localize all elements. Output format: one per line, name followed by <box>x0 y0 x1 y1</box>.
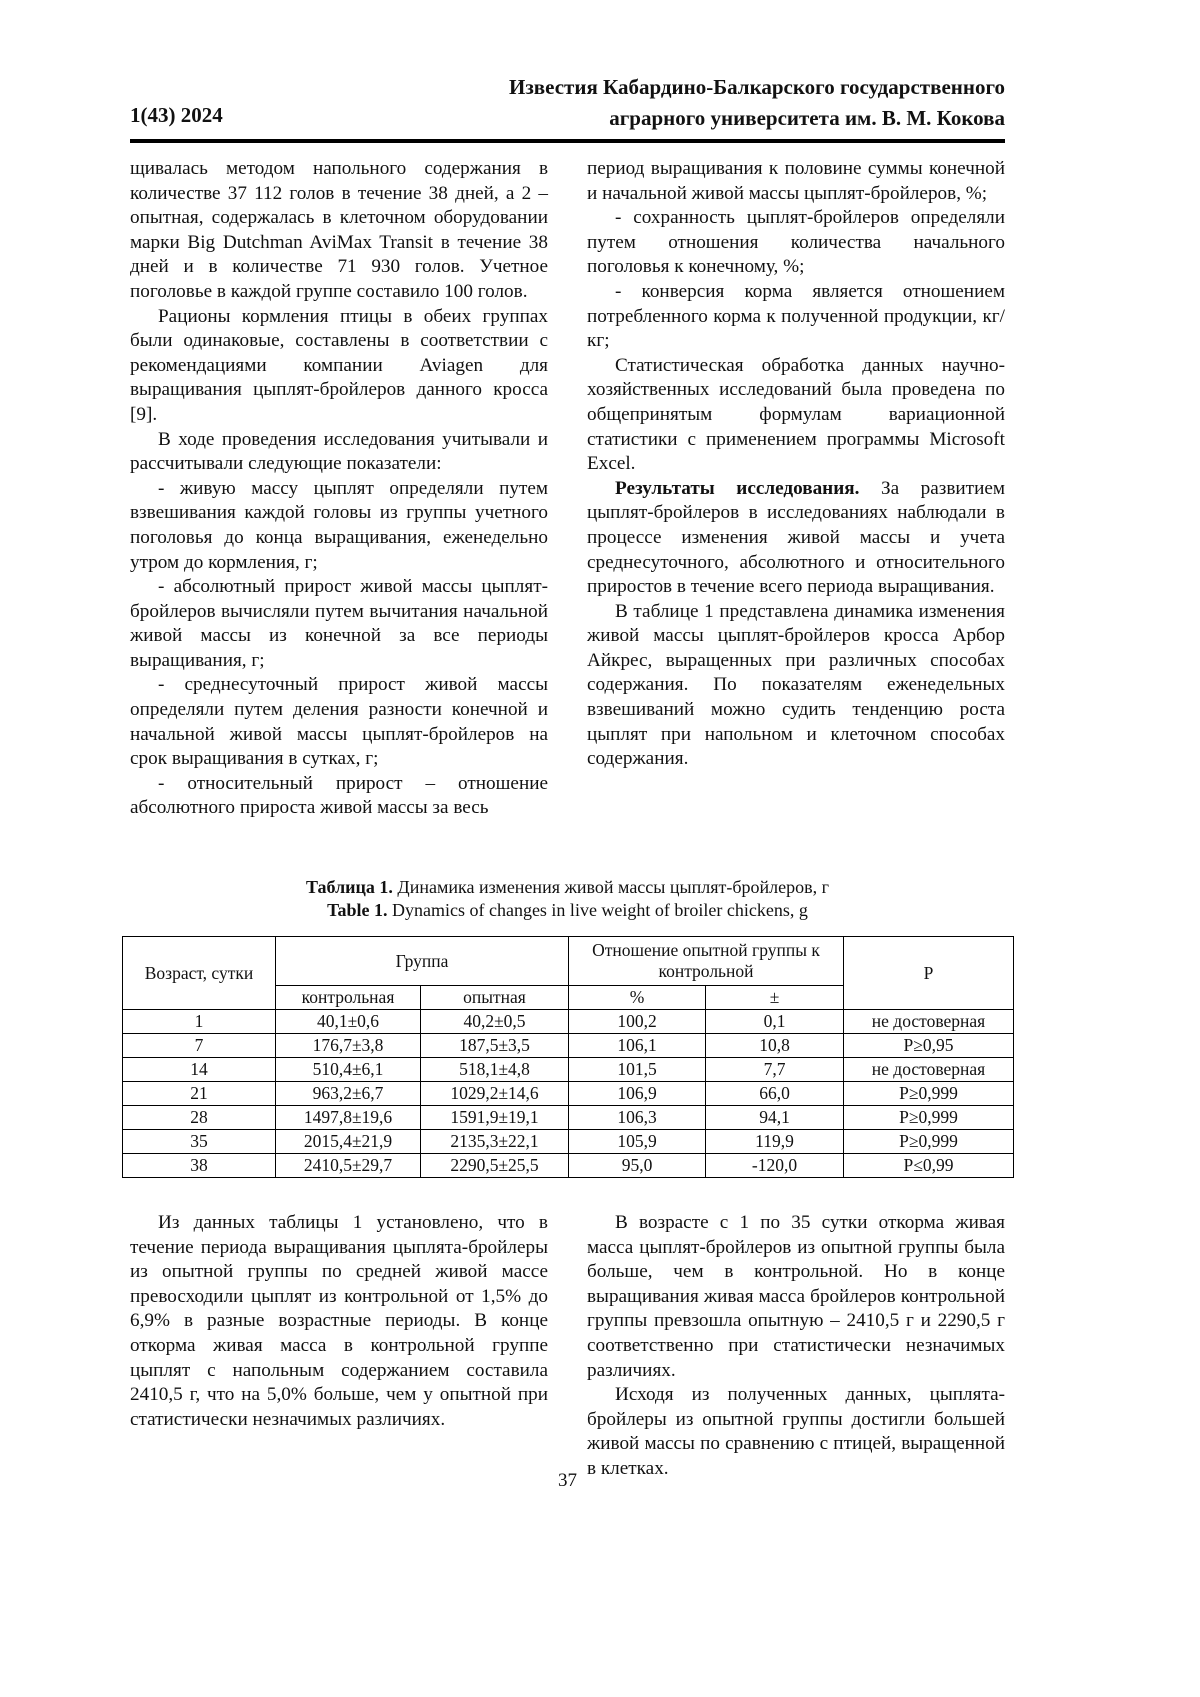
cell-age: 38 <box>123 1154 276 1178</box>
cell-p: не достоверная <box>844 1058 1014 1082</box>
cell-difference: 0,1 <box>706 1010 844 1034</box>
column-right-bottom: В возрасте с 1 по 35 сутки откорма живая… <box>587 1211 1005 1482</box>
paragraph: - относительный прирост – отношение абсо… <box>130 772 548 821</box>
cell-age: 7 <box>123 1034 276 1058</box>
cell-experimental: 2135,3±22,1 <box>421 1130 569 1154</box>
paragraph: щивалась методом напольного содержания в… <box>130 157 548 305</box>
column-left-bottom: Из данных таблицы 1 установлено, что в т… <box>130 1211 548 1432</box>
cell-p: P≤0,99 <box>844 1154 1014 1178</box>
cell-p: не достоверная <box>844 1010 1014 1034</box>
journal-title-line2: аграрного университета им. В. М. Кокова <box>509 103 1005 134</box>
column-left-top: щивалась методом напольного содержания в… <box>130 157 548 821</box>
paragraph: Исходя из полученных данных, цыплята-бро… <box>587 1383 1005 1481</box>
header-group: Группа <box>276 937 569 986</box>
table-row: 140,1±0,640,2±0,5100,20,1не достоверная <box>123 1010 1014 1034</box>
cell-control: 176,7±3,8 <box>276 1034 421 1058</box>
cell-experimental: 187,5±3,5 <box>421 1034 569 1058</box>
issue-number: 1(43) 2024 <box>130 103 223 128</box>
cell-percent: 105,9 <box>569 1130 706 1154</box>
table-row: 281497,8±19,61591,9±19,1106,394,1P≥0,999 <box>123 1106 1014 1130</box>
paragraph: В возрасте с 1 по 35 сутки откорма живая… <box>587 1211 1005 1383</box>
cell-control: 1497,8±19,6 <box>276 1106 421 1130</box>
paragraph: - среднесуточный прирост живой массы опр… <box>130 673 548 771</box>
cell-difference: 10,8 <box>706 1034 844 1058</box>
cell-age: 14 <box>123 1058 276 1082</box>
header-percent: % <box>569 986 706 1010</box>
cell-experimental: 40,2±0,5 <box>421 1010 569 1034</box>
header-rule <box>130 139 1005 143</box>
results-heading: Результаты исследования. <box>615 478 859 499</box>
cell-percent: 106,9 <box>569 1082 706 1106</box>
cell-difference: 66,0 <box>706 1082 844 1106</box>
header-experimental: опытная <box>421 986 569 1010</box>
paragraph: Из данных таблицы 1 установлено, что в т… <box>130 1211 548 1432</box>
cell-percent: 106,3 <box>569 1106 706 1130</box>
paragraph: Рационы кормления птицы в обеих группах … <box>130 305 548 428</box>
caption-text: Динамика изменения живой массы цыплят-бр… <box>393 877 829 897</box>
caption-label: Таблица 1. <box>306 877 393 897</box>
cell-experimental: 2290,5±25,5 <box>421 1154 569 1178</box>
cell-control: 2410,5±29,7 <box>276 1154 421 1178</box>
results-paragraph: Результаты исследования. За развитием цы… <box>587 477 1005 600</box>
cell-percent: 100,2 <box>569 1010 706 1034</box>
column-right-top: период выращивания к половине суммы коне… <box>587 157 1005 772</box>
cell-age: 1 <box>123 1010 276 1034</box>
paragraph: В таблице 1 представлена динамика измене… <box>587 600 1005 772</box>
cell-age: 28 <box>123 1106 276 1130</box>
cell-age: 21 <box>123 1082 276 1106</box>
caption-text: Dynamics of changes in live weight of br… <box>387 900 807 920</box>
cell-experimental: 518,1±4,8 <box>421 1058 569 1082</box>
cell-p: P≥0,95 <box>844 1034 1014 1058</box>
header-age: Возраст, сутки <box>123 937 276 1010</box>
data-table: Возраст, сутки Группа Отношение опытной … <box>122 936 1014 1178</box>
header-p: P <box>844 937 1014 1010</box>
cell-difference: -120,0 <box>706 1154 844 1178</box>
paragraph: - конверсия корма является отношением по… <box>587 280 1005 354</box>
cell-control: 40,1±0,6 <box>276 1010 421 1034</box>
caption-label: Table 1. <box>327 900 387 920</box>
cell-percent: 101,5 <box>569 1058 706 1082</box>
journal-title-line1: Известия Кабардино-Балкарского государст… <box>509 72 1005 103</box>
table-row: 352015,4±21,92135,3±22,1105,9119,9P≥0,99… <box>123 1130 1014 1154</box>
cell-difference: 119,9 <box>706 1130 844 1154</box>
cell-p: P≥0,999 <box>844 1106 1014 1130</box>
cell-control: 510,4±6,1 <box>276 1058 421 1082</box>
table-row: 382410,5±29,72290,5±25,595,0-120,0P≤0,99 <box>123 1154 1014 1178</box>
cell-difference: 7,7 <box>706 1058 844 1082</box>
paragraph: - сохранность цыплят-бройлеров определял… <box>587 206 1005 280</box>
header-ratio: Отношение опытной группы к контрольной <box>569 937 844 986</box>
table-caption-ru: Таблица 1. Динамика изменения живой масс… <box>0 876 1135 898</box>
paragraph: - живую массу цыплят определяли путем вз… <box>130 477 548 575</box>
cell-p: P≥0,999 <box>844 1130 1014 1154</box>
cell-control: 963,2±6,7 <box>276 1082 421 1106</box>
paragraph: период выращивания к половине суммы коне… <box>587 157 1005 206</box>
table-row: 14510,4±6,1518,1±4,8101,57,7не достоверн… <box>123 1058 1014 1082</box>
paragraph: Статистическая обработка данных научно-х… <box>587 354 1005 477</box>
cell-percent: 95,0 <box>569 1154 706 1178</box>
paragraph: - абсолютный прирост живой массы цыплят-… <box>130 575 548 673</box>
cell-experimental: 1591,9±19,1 <box>421 1106 569 1130</box>
cell-percent: 106,1 <box>569 1034 706 1058</box>
cell-difference: 94,1 <box>706 1106 844 1130</box>
journal-title: Известия Кабардино-Балкарского государст… <box>509 72 1005 134</box>
paragraph: В ходе проведения исследования учитывали… <box>130 428 548 477</box>
header-difference: ± <box>706 986 844 1010</box>
page-number: 37 <box>0 1470 1135 1492</box>
header-control: контрольная <box>276 986 421 1010</box>
cell-experimental: 1029,2±14,6 <box>421 1082 569 1106</box>
table-caption-en: Table 1. Dynamics of changes in live wei… <box>0 899 1135 921</box>
table-row: 21963,2±6,71029,2±14,6106,966,0P≥0,999 <box>123 1082 1014 1106</box>
cell-control: 2015,4±21,9 <box>276 1130 421 1154</box>
cell-age: 35 <box>123 1130 276 1154</box>
cell-p: P≥0,999 <box>844 1082 1014 1106</box>
table-row: 7176,7±3,8187,5±3,5106,110,8P≥0,95 <box>123 1034 1014 1058</box>
